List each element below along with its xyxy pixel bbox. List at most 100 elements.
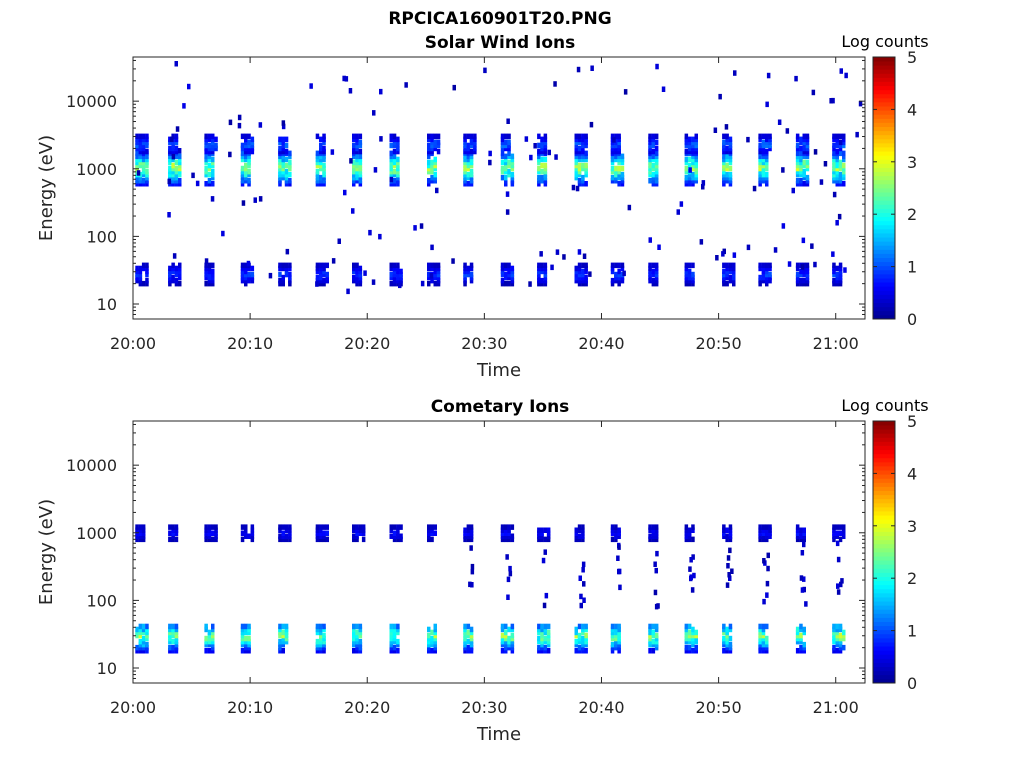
heatmap-cell <box>584 142 588 149</box>
heatmap-cell <box>319 136 323 143</box>
heatmap-cell <box>842 165 846 172</box>
colorbar-segment <box>873 253 895 258</box>
heatmap-cell <box>555 249 560 255</box>
heatmap-cell <box>469 530 474 536</box>
heatmap-cell <box>804 601 808 607</box>
heatmap-cell <box>171 533 175 539</box>
heatmap-cell <box>832 133 836 140</box>
heatmap-cell <box>469 159 474 166</box>
heatmap-cell <box>396 171 400 178</box>
heatmap-cell <box>506 576 511 583</box>
heatmap-cell <box>574 136 578 143</box>
heatmap-cell <box>278 638 282 645</box>
heatmap-cell <box>768 271 772 278</box>
heatmap-cell <box>654 262 659 269</box>
heatmap-cell <box>617 638 621 645</box>
heatmap-cell <box>648 623 652 630</box>
colorbar-segment <box>873 552 895 557</box>
heatmap-cell <box>620 174 625 181</box>
heatmap-cell <box>433 530 437 536</box>
heatmap-cell <box>284 162 289 169</box>
heatmap-cell <box>278 277 282 284</box>
heatmap-cell <box>469 629 474 636</box>
heatmap-cell <box>430 178 434 184</box>
heatmap-cell <box>135 277 139 284</box>
colorbar-segment <box>873 478 895 483</box>
heatmap-cell <box>651 280 656 287</box>
heatmap-cell <box>577 274 582 281</box>
heatmap-cell <box>722 133 726 140</box>
heatmap-cell <box>355 168 359 175</box>
heatmap-cell <box>250 536 255 543</box>
heatmap-cell <box>500 648 505 654</box>
heatmap-cells-solar-wind <box>135 61 863 295</box>
heatmap-cell <box>178 274 182 281</box>
heatmap-cell <box>722 153 726 160</box>
heatmap-cell <box>544 592 549 599</box>
heatmap-cell <box>655 63 659 70</box>
heatmap-cell <box>436 265 441 272</box>
heatmap-cell <box>537 133 541 140</box>
heatmap-cell <box>799 150 803 157</box>
heatmap-cell <box>687 262 692 269</box>
heatmap-cell <box>500 139 505 146</box>
heatmap-cell <box>722 156 726 163</box>
colorbar-segment <box>873 576 895 582</box>
heatmap-cell <box>281 533 285 539</box>
heatmap-cell <box>145 648 149 654</box>
heatmap-cell <box>584 168 588 175</box>
heatmap-cell <box>651 171 656 178</box>
colorbar-segment <box>873 216 895 222</box>
heatmap-cell <box>537 271 541 278</box>
heatmap-cell <box>610 153 615 160</box>
heatmap-cell <box>537 626 541 633</box>
heatmap-cell <box>802 148 806 155</box>
heatmap-cell <box>244 178 248 184</box>
heatmap-cell <box>540 530 544 536</box>
heatmap-cell <box>799 159 803 166</box>
colorbar-segment <box>873 159 895 164</box>
x-axis-label-cometary: Time <box>476 724 521 745</box>
colorbar-segment <box>873 457 895 463</box>
heatmap-cell <box>427 142 431 149</box>
heatmap-cell <box>427 133 431 140</box>
heatmap-cell <box>537 635 541 642</box>
heatmap-cell <box>614 178 618 184</box>
heatmap-cell <box>469 638 474 645</box>
heatmap-cell <box>358 530 363 536</box>
heatmap-cell <box>802 530 806 536</box>
heatmap-cell <box>240 171 245 178</box>
heatmap-cell <box>463 638 467 645</box>
heatmap-cell <box>765 524 769 530</box>
heatmap-cell <box>730 568 734 574</box>
heatmap-cell <box>728 547 732 554</box>
heatmap-cell <box>141 181 146 187</box>
heatmap-cell <box>802 265 806 272</box>
heatmap-cell <box>420 280 425 287</box>
heatmap-cell <box>378 233 382 240</box>
heatmap-cell <box>758 635 762 642</box>
heatmap-cell <box>581 136 585 143</box>
heatmap-cell <box>389 133 393 140</box>
heatmap-cell <box>392 133 397 140</box>
heatmap-cell <box>722 181 726 187</box>
heatmap-cell <box>802 280 806 287</box>
heatmap-cell <box>500 623 505 630</box>
colorbar-segment <box>873 97 895 103</box>
heatmap-cell <box>145 629 149 636</box>
heatmap-cell <box>805 159 810 166</box>
heatmap-cell <box>278 648 282 654</box>
heatmap-cell <box>430 145 434 152</box>
heatmap-cell <box>244 644 248 651</box>
heatmap-cell <box>507 268 511 275</box>
heatmap-cell <box>433 171 437 178</box>
heatmap-cell <box>581 623 585 630</box>
heatmap-cell <box>470 568 475 575</box>
heatmap-cell <box>795 171 800 178</box>
heatmap-cell <box>651 268 656 275</box>
heatmap-cell <box>805 277 810 284</box>
heatmap-cell <box>389 635 393 642</box>
heatmap-cell <box>358 268 363 275</box>
heatmap-cell <box>537 156 541 163</box>
heatmap-cell <box>832 171 836 178</box>
